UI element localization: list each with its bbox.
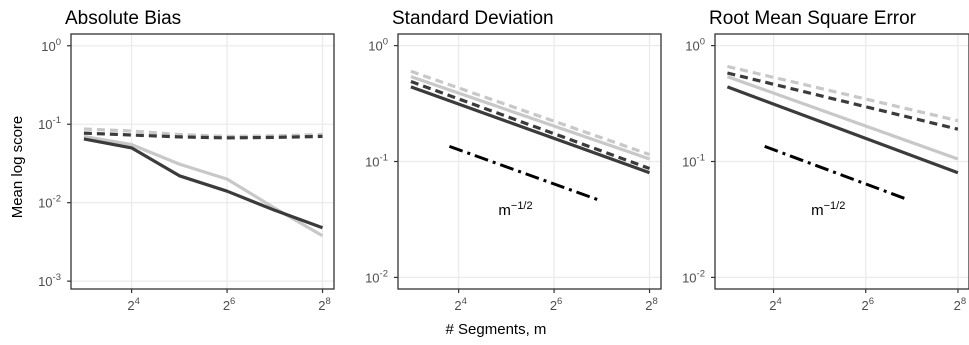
panel-title: Standard Deviation (392, 8, 554, 29)
x-tick-label: 28 (645, 296, 658, 313)
x-tick-label: 24 (127, 296, 140, 313)
panel-1: Absolute Bias 24 26 28 100 10-1 10-2 10-3 (38, 8, 335, 313)
reference-line-label: m−1/2 (811, 200, 845, 219)
series-line-dark-dashed (410, 79, 651, 171)
series-line-dark-dashed (727, 71, 959, 131)
y-tick-label: 10-1 (682, 153, 705, 170)
x-tick-label: 26 (861, 296, 874, 313)
panel-title: Root Mean Square Error (709, 8, 917, 29)
y-tick-label: 10-1 (38, 115, 61, 132)
y-tick-label: 10-2 (365, 268, 388, 285)
panel-title: Absolute Bias (65, 8, 181, 29)
y-tick-label: 100 (685, 37, 705, 54)
series-line-light-dashed (727, 64, 959, 123)
y-tick-label: 10-2 (38, 194, 61, 211)
series-line-light-dashed (83, 127, 323, 138)
series-line-light-solid (726, 75, 959, 161)
series-line-dark-solid (410, 85, 651, 175)
x-tick-label: 26 (550, 296, 563, 313)
series-line-light-solid (83, 134, 324, 238)
reference-slope-line (448, 144, 598, 201)
series-line-dark-dashed (83, 131, 323, 140)
series-line-dark-solid (726, 85, 959, 175)
y-tick-label: 100 (41, 37, 61, 54)
x-tick-label: 24 (769, 296, 782, 313)
panel-3: Root Mean Square Error m−1/2 24 26 28 100 10-1… (682, 8, 969, 313)
series-line-light-dashed (410, 69, 651, 157)
y-tick-label: 10-3 (38, 272, 61, 289)
x-tick-label: 28 (318, 296, 331, 313)
x-tick-label: 28 (954, 296, 967, 313)
reference-slope-line (764, 144, 909, 201)
x-tick-label: 24 (454, 296, 467, 313)
x-axis-title: # Segments, m (446, 321, 547, 338)
reference-line-label: m−1/2 (498, 200, 532, 219)
panel-2: Standard Deviation m−1/2 24 26 28 100 10-1 10-2 (365, 8, 662, 313)
panel-border (70, 33, 335, 290)
x-tick-label: 26 (223, 296, 236, 313)
y-tick-label: 10-2 (682, 268, 705, 285)
y-tick-label: 10-1 (365, 153, 388, 170)
y-axis-title: Mean log score (9, 116, 26, 219)
series-line-light-solid (410, 75, 651, 161)
y-tick-label: 100 (368, 37, 388, 54)
series-line-dark-solid (83, 137, 324, 230)
